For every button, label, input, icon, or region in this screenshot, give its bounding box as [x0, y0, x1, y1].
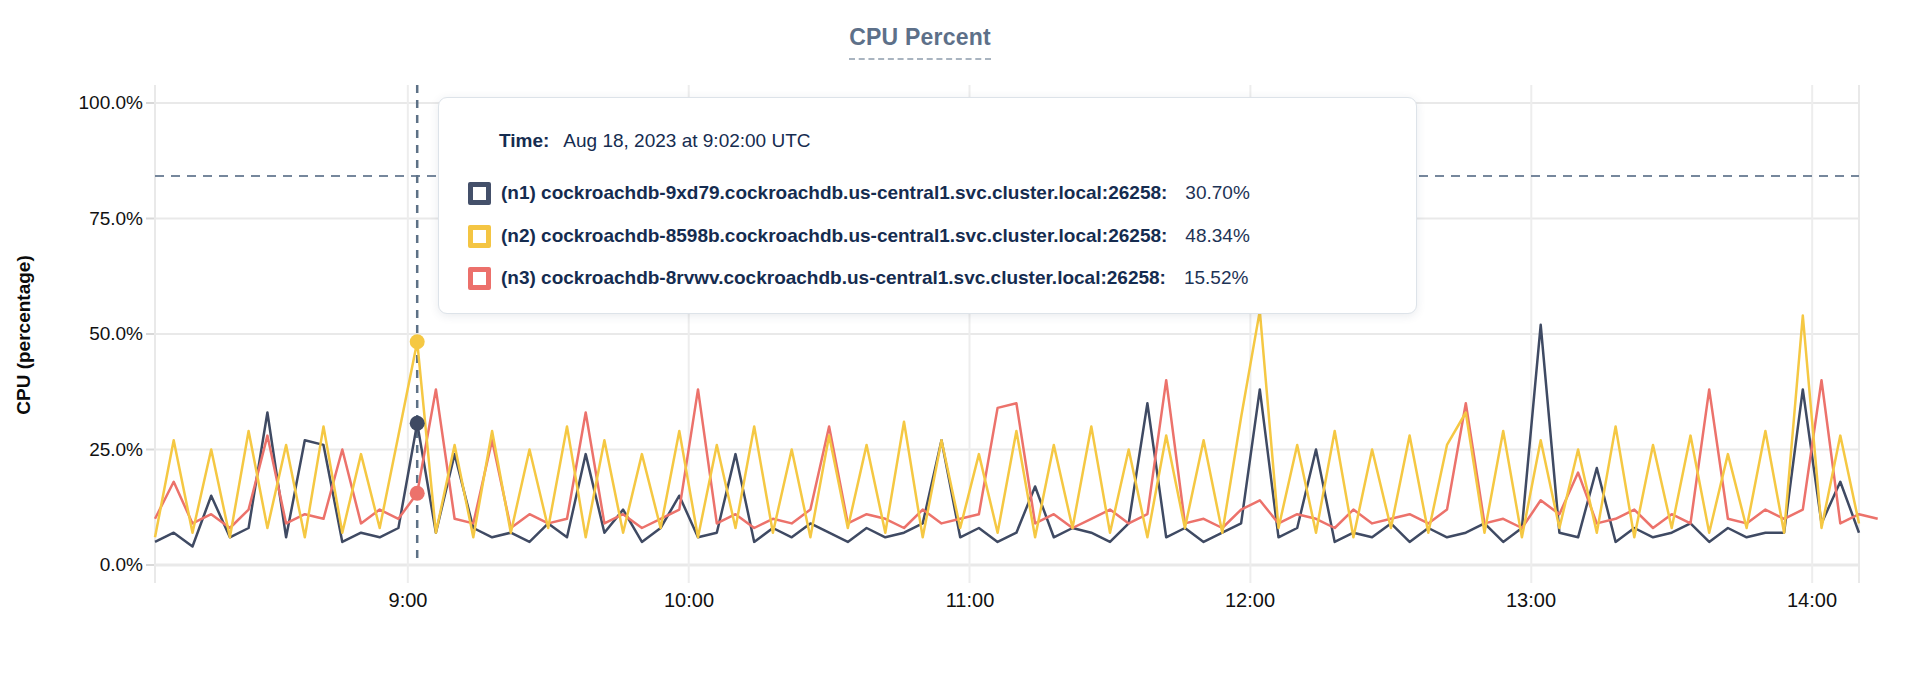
x-tick-label: 9:00 — [358, 588, 458, 612]
tooltip-time-row: Time: Aug 18, 2023 at 9:02:00 UTC — [499, 128, 811, 154]
chart-title-text: CPU Percent — [849, 24, 991, 60]
x-tick-label: 14:00 — [1762, 588, 1862, 612]
hover-tooltip: Time: Aug 18, 2023 at 9:02:00 UTC (n1) co… — [438, 97, 1417, 314]
series-label-n2: (n2) cockroachdb-8598b.cockroachdb.us-ce… — [501, 223, 1167, 249]
x-tick-label: 11:00 — [920, 588, 1020, 612]
cpu-percent-chart-panel: { "title": "CPU Percent", "y_axis_label"… — [0, 0, 1924, 694]
y-tick-label: 25.0% — [33, 438, 143, 462]
y-tick-label: 0.0% — [33, 553, 143, 577]
series-label-n1: (n1) cockroachdb-9xd79.cockroachdb.us-ce… — [501, 180, 1167, 206]
y-tick-label: 50.0% — [33, 322, 143, 346]
tooltip-series-row-n3: (n3) cockroachdb-8rvwv.cockroachdb.us-ce… — [468, 265, 1248, 291]
series-value-n3: 15.52% — [1184, 265, 1248, 291]
x-tick-label: 10:00 — [639, 588, 739, 612]
y-axis-label: CPU (percentage) — [13, 195, 35, 475]
series-swatch-n3-icon — [468, 267, 491, 290]
chart-title: CPU Percent — [0, 24, 1840, 60]
tooltip-time-label: Time: — [499, 130, 549, 151]
tooltip-series-row-n2: (n2) cockroachdb-8598b.cockroachdb.us-ce… — [468, 223, 1250, 249]
x-tick-label: 12:00 — [1200, 588, 1300, 612]
series-swatch-n2-icon — [468, 225, 491, 248]
series-value-n2: 48.34% — [1185, 223, 1249, 249]
series-swatch-n1-icon — [468, 182, 491, 205]
series-value-n1: 30.70% — [1185, 180, 1249, 206]
y-tick-label: 100.0% — [33, 91, 143, 115]
y-tick-label: 75.0% — [33, 207, 143, 231]
tooltip-time-value: Aug 18, 2023 at 9:02:00 UTC — [563, 130, 810, 151]
series-label-n3: (n3) cockroachdb-8rvwv.cockroachdb.us-ce… — [501, 265, 1166, 291]
tooltip-series-row-n1: (n1) cockroachdb-9xd79.cockroachdb.us-ce… — [468, 180, 1250, 206]
x-tick-label: 13:00 — [1481, 588, 1581, 612]
